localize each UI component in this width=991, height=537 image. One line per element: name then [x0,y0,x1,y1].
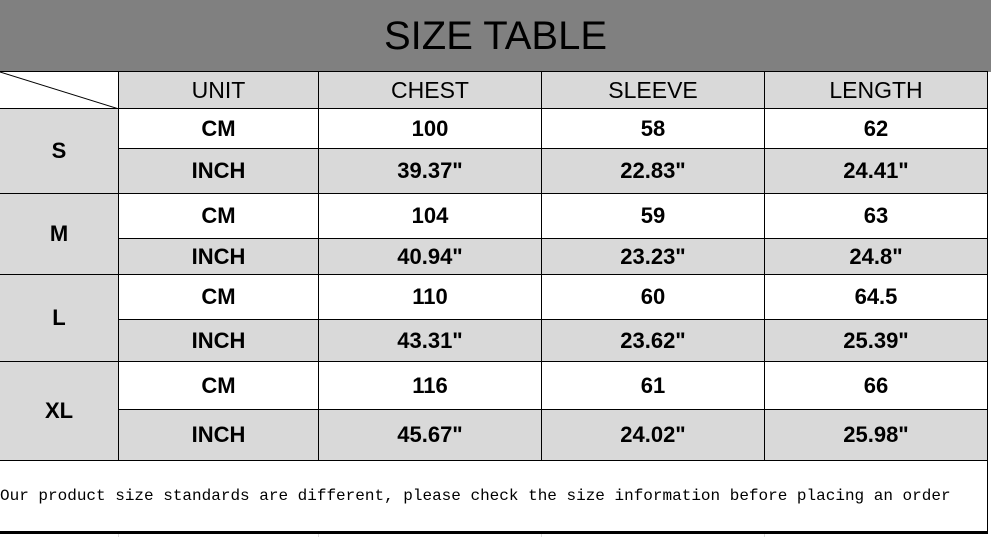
size-label: XL [0,361,119,461]
page-title: SIZE TABLE [0,0,991,72]
cell-sleeve: 22.83" [541,148,765,194]
size-label: L [0,274,119,362]
cell-sleeve: 58 [541,108,765,149]
cell-length: 63 [764,193,988,239]
size-label: M [0,193,119,275]
cell-chest: 43.31" [318,319,542,362]
cell-unit: CM [118,193,319,239]
cell-sleeve: 61 [541,361,765,410]
size-label: S [0,108,119,194]
cell-sleeve: 60 [541,274,765,320]
cell-sleeve: 23.23" [541,238,765,275]
cell-chest: 100 [318,108,542,149]
diagonal-corner-cell [0,71,119,109]
cell-length: 64.5 [764,274,988,320]
cell-chest: 104 [318,193,542,239]
cell-sleeve: 24.02" [541,409,765,461]
table-row: INCH 43.31" 23.62" 25.39" [0,319,988,362]
cell-chest: 39.37" [318,148,542,194]
table-row: INCH 45.67" 24.02" 25.98" [0,409,988,461]
cell-length: 24.8" [764,238,988,275]
table-row: INCH 39.37" 22.83" 24.41" [0,148,988,194]
cell-chest: 45.67" [318,409,542,461]
cell-unit: CM [118,361,319,410]
size-note: Our product size standards are different… [0,460,988,534]
cell-chest: 116 [318,361,542,410]
cell-length: 24.41" [764,148,988,194]
cell-length: 25.98" [764,409,988,461]
cell-sleeve: 59 [541,193,765,239]
cell-unit: INCH [118,148,319,194]
cell-sleeve: 23.62" [541,319,765,362]
cell-unit: INCH [118,238,319,275]
header-row: UNIT CHEST SLEEVE LENGTH [0,71,988,109]
table-row: XL CM 116 61 66 [0,361,988,461]
size-table: UNIT CHEST SLEEVE LENGTH S CM 100 58 62 INCH 3… [0,71,988,461]
header-unit: UNIT [118,71,319,109]
cell-chest: 110 [318,274,542,320]
cell-unit: INCH [118,319,319,362]
cell-unit: CM [118,274,319,320]
cell-length: 62 [764,108,988,149]
header-length: LENGTH [764,71,988,109]
cell-length: 66 [764,361,988,410]
header-sleeve: SLEEVE [541,71,765,109]
table-row: S CM 100 58 62 [0,108,988,194]
cell-length: 25.39" [764,319,988,362]
table-row: M CM 104 59 63 [0,193,988,275]
cell-chest: 40.94" [318,238,542,275]
cell-unit: INCH [118,409,319,461]
header-chest: CHEST [318,71,542,109]
table-row: INCH 40.94" 23.23" 24.8" [0,238,988,275]
cell-unit: CM [118,108,319,149]
table-row: L CM 110 60 64.5 [0,274,988,362]
